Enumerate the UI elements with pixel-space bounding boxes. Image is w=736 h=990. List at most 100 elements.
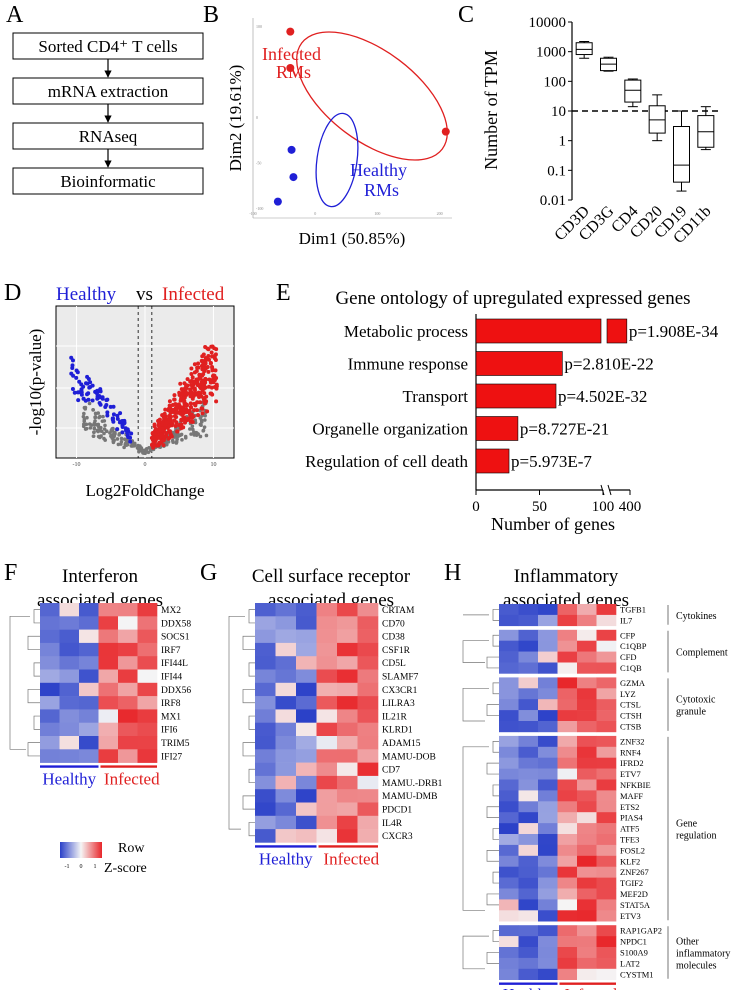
- inflammatory-heat-cell: [577, 768, 597, 780]
- inflammatory-heat-cell: [596, 790, 617, 802]
- interferon-heat-cell: [79, 736, 99, 750]
- interferon-heat-cell: [98, 656, 119, 670]
- zscore-tick: 1: [94, 864, 97, 870]
- inflammatory-heat-cell: [557, 699, 578, 711]
- interferon-heat-cell: [98, 709, 119, 723]
- surface-heat-cell: [357, 656, 379, 670]
- volcano-point-ns: [84, 426, 89, 431]
- volcano-point-up: [172, 393, 177, 398]
- volcano-point-up: [199, 406, 204, 411]
- inflammatory-heat-cell: [557, 855, 578, 867]
- dendrogram-branch: [248, 822, 255, 837]
- dendrogram-branch: [486, 952, 499, 964]
- surface-heat-cell: [357, 682, 379, 697]
- inflammatory-heat-cell: [499, 721, 519, 733]
- interferon-heat-cell: [118, 736, 138, 750]
- surface-heat-cell: [296, 802, 317, 817]
- interferon-heat-cell: [59, 669, 80, 684]
- inflammatory-heat-cell: [518, 823, 539, 835]
- inflammatory-heat-cell: [518, 866, 539, 878]
- box-body: [624, 79, 642, 103]
- surface-heat-cell: [337, 616, 358, 630]
- inflammatory-heat-cell: [518, 757, 539, 769]
- interferon-heat-cell: [40, 722, 60, 737]
- volcano-point-up: [189, 378, 194, 383]
- gene-label: LAT2: [620, 958, 640, 968]
- surface-heat-cell: [255, 762, 276, 777]
- inflammatory-heat-cell: [577, 801, 597, 813]
- volcano-point-down: [111, 412, 116, 417]
- volcano-point-up: [207, 377, 212, 382]
- healthy-point: [289, 173, 298, 182]
- interferon-heat-cell: [79, 642, 99, 657]
- inflammatory-heat-cell: [499, 877, 519, 889]
- go-pvalue-label: p=5.973E-7: [511, 452, 592, 471]
- volcano-point-ns: [119, 439, 124, 444]
- gene-label: IFRD2: [620, 758, 644, 768]
- surface-heat-cell: [357, 829, 379, 843]
- volcano-point-up: [197, 394, 202, 399]
- volcano-point-up: [178, 411, 183, 416]
- heatmap-title: Inflammatory: [514, 566, 619, 587]
- volcano-point-up: [152, 431, 157, 436]
- panel-d-letter: D: [4, 280, 21, 306]
- inflammatory-heat-cell: [596, 888, 617, 900]
- surface-heat-cell: [316, 629, 338, 644]
- inflammatory-heat-cell: [577, 957, 597, 970]
- gene-label: ZNF267: [620, 867, 649, 877]
- volcano-point-ns: [124, 443, 129, 447]
- volcano-point-up: [150, 442, 155, 447]
- pca-y-tick: -100: [256, 206, 263, 211]
- volcano-point-up: [196, 365, 201, 370]
- dendrogram-branch: [33, 715, 40, 730]
- volcano-point-up: [161, 443, 166, 448]
- inflammatory-heat-cell: [577, 735, 597, 748]
- inflammatory-heat-cell: [557, 629, 578, 641]
- gene-label: LYZ: [620, 689, 636, 699]
- volcano-point-up: [167, 423, 172, 428]
- volcano-point-ns: [198, 416, 203, 420]
- surface-heat-cell: [255, 722, 276, 737]
- inflammatory-heat-cell: [499, 936, 519, 948]
- healthy-ellipse: [315, 112, 359, 208]
- surface-heat-cell: [255, 749, 276, 763]
- tpm-y-tick-label: 10000: [529, 15, 567, 31]
- surface-heat-cell: [275, 696, 297, 710]
- inflammatory-heat-cell: [596, 721, 617, 733]
- interferon-heat-cell: [40, 696, 60, 710]
- infected-label: Infected: [323, 849, 379, 868]
- inflammatory-heat-cell: [557, 768, 578, 780]
- gene-label: FOSL2: [620, 845, 645, 855]
- surface-heat-cell: [337, 682, 358, 697]
- infected-point: [441, 127, 450, 136]
- volcano-point-ns: [180, 438, 184, 442]
- volcano-point-down: [72, 390, 77, 395]
- volcano-point-up: [210, 366, 215, 371]
- gene-label: PDCD1: [382, 806, 412, 816]
- interferon-heat-cell: [98, 736, 119, 750]
- surface-heat-cell: [296, 736, 317, 750]
- interferon-heat-cell: [137, 616, 158, 630]
- surface-heat-cell: [275, 656, 297, 670]
- surface-heat-cell: [296, 682, 317, 697]
- volcano-point-ns: [190, 424, 195, 429]
- volcano-point-up: [170, 403, 175, 408]
- gene-label: STAT5A: [620, 900, 651, 910]
- surface-heat-cell: [337, 802, 358, 817]
- surface-heat-cell: [275, 762, 297, 777]
- surface-heat-cell: [357, 815, 379, 830]
- inflammatory-heat-cell: [518, 877, 539, 889]
- gene-label: CTSB: [620, 722, 642, 732]
- dendrogram-branch: [462, 687, 489, 722]
- inflammatory-heat-cell: [596, 757, 617, 769]
- volcano-point-down: [75, 390, 80, 395]
- volcano-x-label: Log2FoldChange: [86, 481, 205, 500]
- inflammatory-heat-cell: [499, 812, 519, 824]
- inflammatory-heat-cell: [596, 899, 617, 911]
- inflammatory-heat-cell: [518, 721, 539, 733]
- go-x-tick-label: 0: [472, 499, 480, 515]
- gene-label: RAP1GAP2: [620, 926, 662, 936]
- interferon-heat-cell: [59, 696, 80, 710]
- inflammatory-heat-cell: [538, 790, 558, 802]
